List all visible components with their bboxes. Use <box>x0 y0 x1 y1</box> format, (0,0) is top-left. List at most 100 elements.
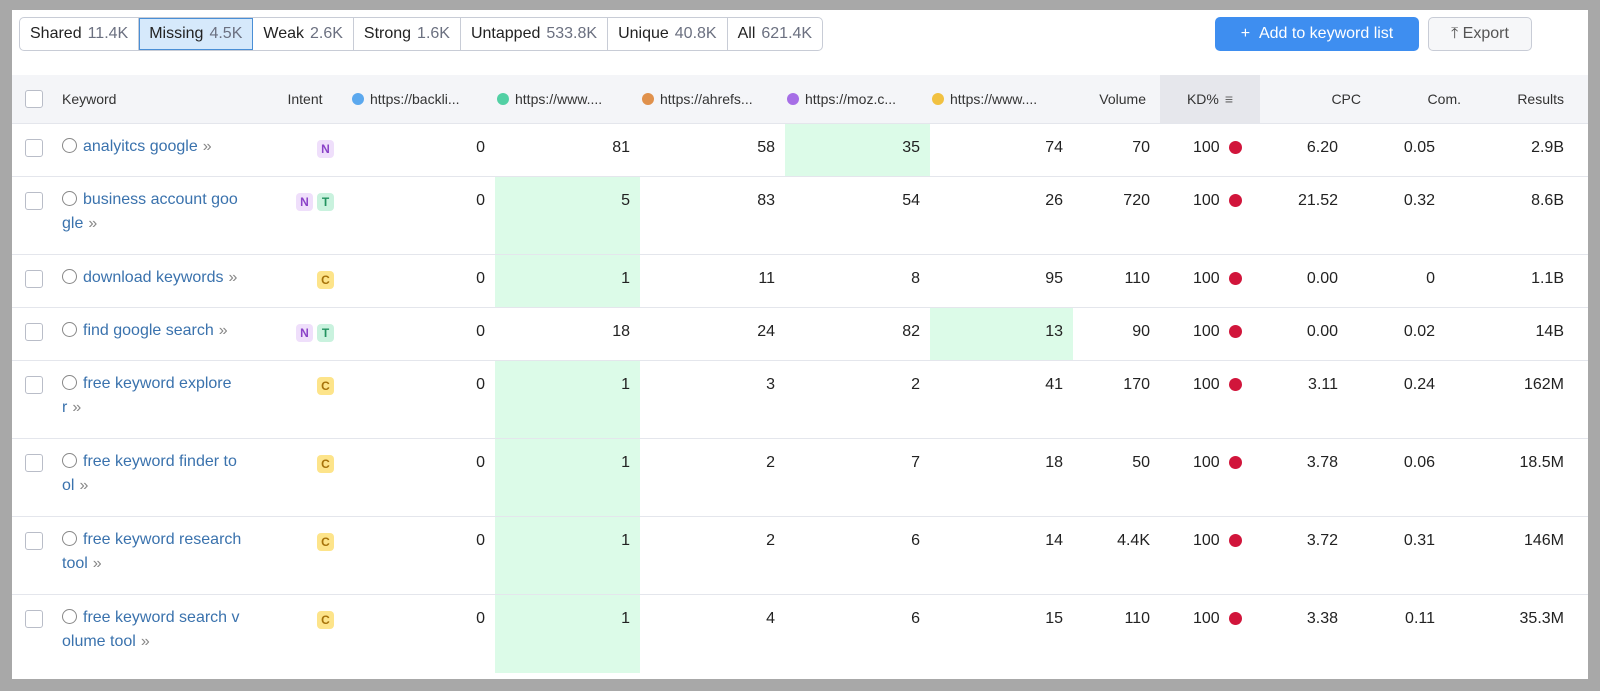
tab[interactable]: All 621.4K <box>728 18 822 50</box>
keyword-link[interactable]: download keywords <box>83 269 224 286</box>
tab[interactable]: Missing 4.5K <box>139 18 254 50</box>
competitor-label: https://www.... <box>515 91 603 107</box>
position-cell: 35 <box>785 123 930 177</box>
kd-dot <box>1228 456 1242 469</box>
keyword-cell: find google search» <box>55 307 275 361</box>
cell <box>12 254 55 308</box>
checkbox[interactable] <box>24 192 43 210</box>
keyword-link[interactable]: free keyword finder tool <box>62 453 237 494</box>
kd-cell: 100 <box>1160 176 1260 255</box>
kd-dot <box>1228 325 1242 338</box>
tab-count: 2.6K <box>309 25 343 42</box>
position-cell: 0 <box>350 438 495 517</box>
results-cell: 8.6B <box>1475 176 1588 255</box>
cell <box>12 516 55 595</box>
expand-icon[interactable] <box>62 375 77 390</box>
add-label: Add to keyword list <box>1258 25 1394 42</box>
header-cell: Volume <box>1073 75 1160 124</box>
keyword-cell: download keywords» <box>55 254 275 308</box>
keyword-link[interactable]: analyitcs google <box>83 138 198 155</box>
expand-icon[interactable] <box>62 138 77 153</box>
kd-value: 100 <box>1193 532 1220 549</box>
header-cell: CPC <box>1260 75 1375 124</box>
expand-icon[interactable] <box>62 322 77 337</box>
position-cell: 13 <box>930 307 1073 361</box>
kd-dot <box>1228 378 1242 391</box>
keyword-link[interactable]: business account google <box>62 191 238 232</box>
volume-cell: 50 <box>1073 438 1160 517</box>
competitor-label: https://backli... <box>370 91 460 107</box>
checkbox[interactable] <box>24 323 43 341</box>
tab-label: Strong <box>363 25 412 42</box>
intent-cell: C <box>275 594 350 673</box>
arrow-icon: » <box>218 322 228 339</box>
kd-cell: 100 <box>1160 516 1260 595</box>
position-cell: 0 <box>350 123 495 177</box>
tab[interactable]: Weak 2.6K <box>253 18 354 50</box>
export-label: Export <box>1462 25 1509 42</box>
com-cell: 0.02 <box>1375 307 1475 361</box>
tab-label: Unique <box>618 25 669 42</box>
tab[interactable]: Shared 11.4K <box>20 18 140 50</box>
checkbox[interactable] <box>24 454 43 472</box>
checkbox[interactable] <box>24 139 43 157</box>
position-cell: 5 <box>495 176 640 255</box>
cpc-cell: 0.00 <box>1260 307 1375 361</box>
checkbox[interactable] <box>24 376 43 394</box>
checkbox[interactable] <box>24 270 43 288</box>
header-cell: Keyword <box>55 75 275 124</box>
header-cell: https://backli... <box>350 75 495 124</box>
keyword-link[interactable]: free keyword explorer <box>62 375 232 416</box>
position-cell: 74 <box>930 123 1073 177</box>
competitor-dot <box>352 93 364 105</box>
table-row: free keyword explorer» C 0 1 3 2 41 170 100 3.11 0… <box>12 360 1588 439</box>
position-cell: 1 <box>495 438 640 517</box>
kd-cell: 100 <box>1160 307 1260 361</box>
volume-cell: 70 <box>1073 123 1160 177</box>
intent-badge: T <box>317 324 334 342</box>
checkbox[interactable] <box>24 532 43 550</box>
cell <box>12 176 55 255</box>
cpc-cell: 6.20 <box>1260 123 1375 177</box>
keyword-link[interactable]: free keyword search volume tool <box>62 609 240 650</box>
position-cell: 2 <box>640 516 785 595</box>
cell <box>12 594 55 673</box>
export-button[interactable]: ⤒ Export <box>1428 17 1532 51</box>
expand-icon[interactable] <box>62 191 77 206</box>
checkbox[interactable] <box>24 610 43 628</box>
volume-cell: 110 <box>1073 254 1160 308</box>
intent-badge: N <box>296 193 313 211</box>
checkbox[interactable] <box>24 90 43 109</box>
expand-icon[interactable] <box>62 609 77 624</box>
header-cell: https://www.... <box>930 75 1073 124</box>
position-cell: 15 <box>930 594 1073 673</box>
tab[interactable]: Strong 1.6K <box>354 18 461 50</box>
kd-dot <box>1228 194 1242 207</box>
position-cell: 7 <box>785 438 930 517</box>
tab[interactable]: Unique 40.8K <box>608 18 728 50</box>
table-row: download keywords» C 0 1 11 8 95 110 100 0.00 0 1.1… <box>12 254 1588 308</box>
position-cell: 2 <box>785 360 930 439</box>
tab-count: 1.6K <box>417 25 450 42</box>
table-row: free keyword search volume tool» C 0 1 4 6 15 1… <box>12 594 1588 673</box>
arrow-icon: » <box>79 477 89 494</box>
tab[interactable]: Untapped 533.8K <box>461 18 609 50</box>
tab-bar: Shared 11.4K Missing 4.5K Weak 2.6K Strong 1.6K… <box>19 17 824 51</box>
expand-icon[interactable] <box>62 269 77 284</box>
position-cell: 0 <box>350 254 495 308</box>
tab-label: Shared <box>30 25 82 42</box>
expand-icon[interactable] <box>62 531 77 546</box>
tab-count: 533.8K <box>546 25 598 42</box>
kd-dot <box>1228 141 1242 154</box>
keyword-link[interactable]: free keyword research tool <box>62 531 242 572</box>
add-button[interactable]: + Add to keyword list <box>1215 17 1419 51</box>
tab-label: Missing <box>149 25 204 42</box>
header-cell[interactable]: KD% ≡ <box>1160 75 1260 124</box>
position-cell: 54 <box>785 176 930 255</box>
keyword-link[interactable]: find google search <box>83 322 214 339</box>
keyword-cell: business account google» <box>55 176 275 255</box>
results-cell: 18.5M <box>1475 438 1588 517</box>
expand-icon[interactable] <box>62 453 77 468</box>
sort-icon: ≡ <box>1224 91 1234 107</box>
